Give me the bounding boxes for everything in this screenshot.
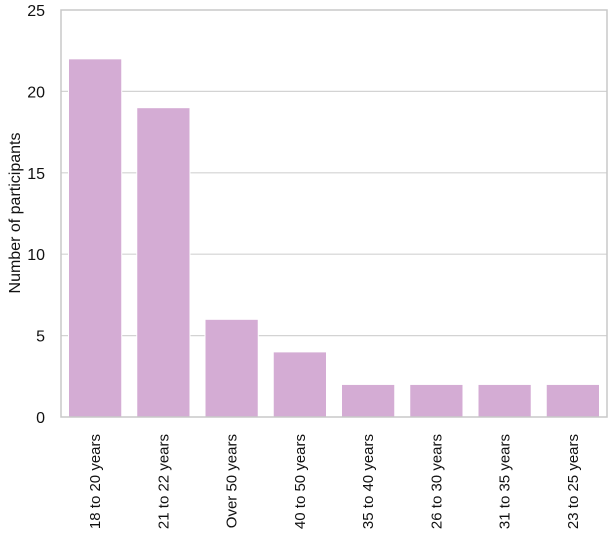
y-tick-label: 5 xyxy=(36,329,45,346)
x-tick-label: 40 to 50 years xyxy=(292,434,309,529)
y-tick-label: 15 xyxy=(27,166,45,183)
bar-40-to-50-years xyxy=(272,351,327,418)
bar-21-to-22-years xyxy=(136,107,191,418)
bar-23-to-25-years xyxy=(545,383,600,418)
y-tick-labels: 0 5 10 15 20 25 xyxy=(27,3,45,427)
bar-31-to-35-years xyxy=(477,383,532,418)
x-tick-labels: 18 to 20 years 21 to 22 years Over 50 year… xyxy=(87,434,582,529)
bar-26-to-30-years xyxy=(409,383,464,418)
x-tick-label: 21 to 22 years xyxy=(155,434,172,529)
y-tick-label: 25 xyxy=(27,3,45,20)
bar-layer xyxy=(68,58,600,418)
x-tick-label: 23 to 25 years xyxy=(565,434,582,529)
y-tick-label: 20 xyxy=(27,84,45,101)
x-tick-label: Over 50 years xyxy=(224,434,241,528)
bar-over-50-years xyxy=(204,318,259,418)
bar-35-to-40-years xyxy=(341,383,396,418)
y-tick-label: 0 xyxy=(36,410,45,427)
x-tick-label: 31 to 35 years xyxy=(497,434,514,529)
x-tick-label: 35 to 40 years xyxy=(360,434,377,529)
x-tick-label: 26 to 30 years xyxy=(428,434,445,529)
y-axis-label: Number of participants xyxy=(7,133,24,294)
bar-18-to-20-years xyxy=(68,58,123,418)
x-tick-label: 18 to 20 years xyxy=(87,434,104,529)
plot-frame xyxy=(60,9,608,418)
y-tick-label: 10 xyxy=(27,247,45,264)
